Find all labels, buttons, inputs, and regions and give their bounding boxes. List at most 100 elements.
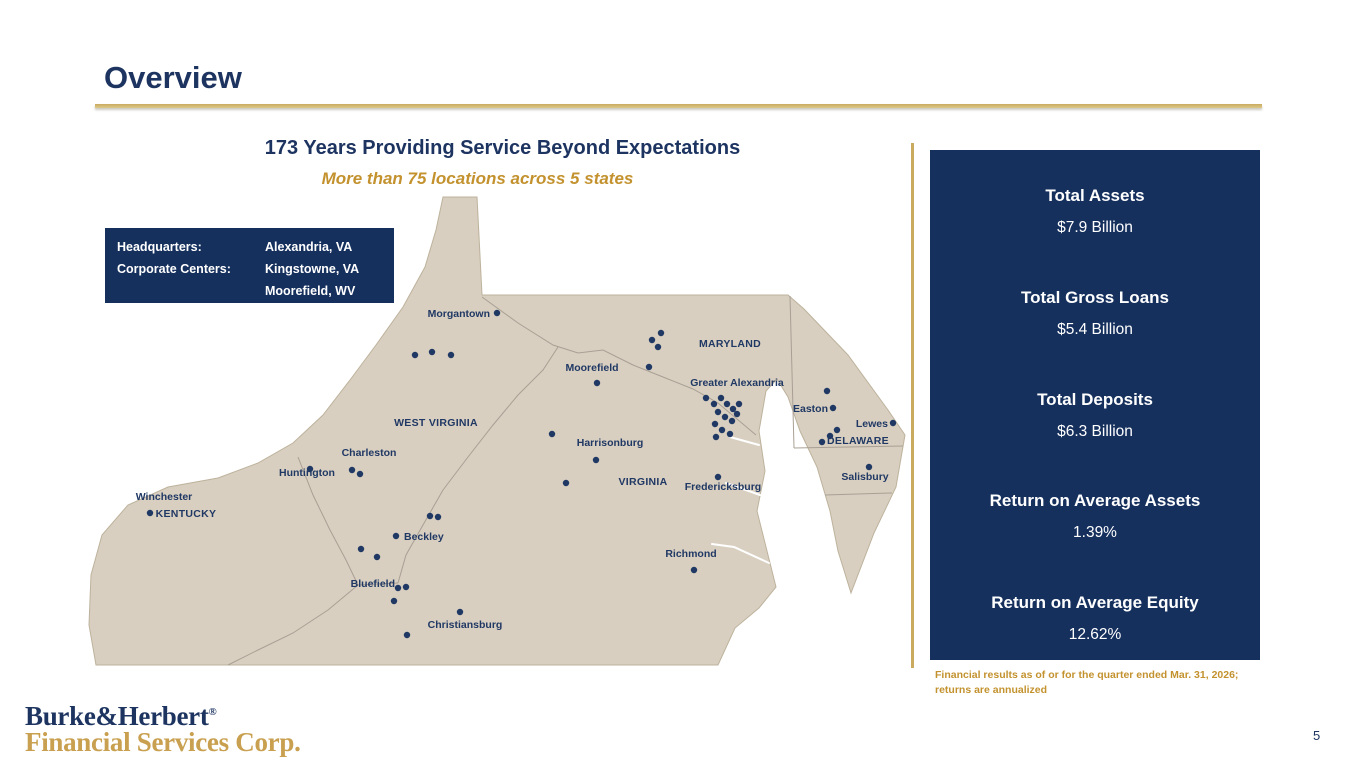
location-dot	[829, 404, 837, 412]
state-label: KENTUCKY	[156, 508, 217, 520]
stat-label: Return on Average Assets	[989, 491, 1201, 511]
stat-value: 1.39%	[1073, 524, 1117, 542]
city-label: Charleston	[342, 447, 397, 459]
location-dot	[356, 470, 364, 478]
location-dot	[373, 553, 381, 561]
company-logo: Burke&Herbert® Financial Services Corp.	[25, 699, 301, 757]
logo-name: Burke&Herbert	[25, 701, 209, 731]
location-dot	[718, 426, 726, 434]
location-dot	[493, 309, 501, 317]
location-dot	[818, 438, 826, 446]
stat-value: $6.3 Billion	[1057, 422, 1133, 440]
stat-label: Total Deposits	[1037, 389, 1153, 409]
city-label: Salisbury	[841, 471, 888, 483]
hq-row-value: Alexandria, VA	[265, 240, 353, 254]
location-dot	[654, 343, 662, 351]
location-dot	[562, 479, 570, 487]
location-dot	[714, 473, 722, 481]
location-dot	[733, 410, 741, 418]
location-dot	[729, 405, 737, 413]
city-label: Beckley	[404, 531, 444, 543]
location-dot	[735, 400, 743, 408]
location-dot	[833, 426, 841, 434]
stats-footnote: Financial results as of or for the quart…	[935, 669, 1239, 696]
location-dot	[712, 433, 720, 441]
stat-value: $7.9 Billion	[1057, 219, 1133, 236]
state-label: WEST VIRGINIA	[394, 417, 478, 429]
state-label: VIRGINIA	[618, 476, 667, 488]
locations-map: WEST VIRGINIA VIRGINIA MARYLAND DELAWARE KEN…	[88, 196, 906, 666]
city-label: Easton	[793, 403, 828, 415]
location-dot	[426, 512, 434, 520]
logo-line2: Financial Services Corp.	[25, 727, 301, 757]
location-dot	[645, 363, 653, 371]
page-title: Overview	[104, 60, 242, 95]
city-label: Lewes	[856, 418, 888, 430]
gold-divider	[911, 143, 914, 668]
city-label: Moorefield	[565, 362, 618, 374]
stat-value: $5.4 Billion	[1057, 320, 1133, 338]
city-label: Richmond	[665, 548, 716, 560]
location-dot	[146, 509, 154, 517]
location-dot	[390, 597, 398, 605]
stat-value: 12.62%	[1068, 626, 1122, 643]
location-dot	[823, 387, 831, 395]
stat-group: Total Gross Loans $5.4 Billion	[940, 288, 1250, 339]
hq-row-value: Kingstowne, VA	[265, 262, 360, 276]
landmass-shape	[88, 196, 906, 666]
location-dot	[593, 379, 601, 387]
location-dot	[394, 584, 402, 592]
state-label: DELAWARE	[827, 435, 889, 447]
location-dot	[403, 631, 411, 639]
registered-mark: ®	[208, 706, 217, 718]
location-dot	[690, 566, 698, 574]
location-dot	[357, 545, 365, 553]
location-dot	[726, 430, 734, 438]
location-dot	[392, 532, 400, 540]
location-dot	[411, 351, 419, 359]
hq-row-label: Headquarters:	[117, 240, 202, 254]
city-label: Winchester	[136, 491, 193, 503]
location-dot	[702, 394, 710, 402]
location-dot	[721, 413, 729, 421]
location-dot	[428, 348, 436, 356]
city-label: Greater Alexandria	[690, 377, 784, 389]
location-dot	[717, 394, 725, 402]
logo-line1: Burke&Herbert®	[25, 699, 301, 731]
page-number: 5	[1313, 728, 1321, 743]
slide-subheading: More than 75 locations across 5 states	[321, 169, 634, 188]
location-dot	[592, 456, 600, 464]
location-dot	[402, 583, 410, 591]
stat-group: Total Deposits $6.3 Billion	[940, 390, 1250, 441]
location-dot	[447, 351, 455, 359]
location-dots	[146, 309, 897, 639]
location-dot	[657, 329, 665, 337]
location-dot	[348, 466, 356, 474]
stat-group: Return on Average Equity 12.62%	[940, 593, 1250, 644]
city-label: Morgantown	[428, 308, 490, 320]
stat-label: Total Assets	[1045, 186, 1145, 205]
title-rule	[95, 104, 1262, 108]
city-label: Harrisonburg	[577, 437, 644, 449]
stats-panel: Total Assets $7.9 Billion Total Gross Loan…	[930, 150, 1260, 660]
state-label: MARYLAND	[699, 338, 761, 350]
location-dot	[710, 400, 718, 408]
stat-label: Return on Average Equity	[991, 593, 1199, 612]
location-dot	[826, 432, 834, 440]
location-dot	[456, 608, 464, 616]
hq-row-label: Corporate Centers:	[117, 262, 231, 276]
location-dot	[714, 408, 722, 416]
city-label: Christiansburg	[428, 619, 503, 631]
slide-heading: 173 Years Providing Service Beyond Expec…	[264, 137, 741, 159]
map-state-labels: WEST VIRGINIA VIRGINIA MARYLAND DELAWARE KEN…	[156, 338, 889, 520]
location-dot	[548, 430, 556, 438]
map-city-labels: Morgantown Moorefield Greater Alexandria Ea…	[136, 308, 889, 631]
rivers	[711, 436, 770, 564]
location-dot	[306, 465, 314, 473]
location-dot	[865, 463, 873, 471]
city-label: Fredericksburg	[685, 481, 761, 493]
stat-group: Total Assets $7.9 Billion	[940, 186, 1250, 237]
stat-label: Total Gross Loans	[1021, 287, 1169, 307]
hq-row-value: Moorefield, WV	[265, 284, 356, 298]
